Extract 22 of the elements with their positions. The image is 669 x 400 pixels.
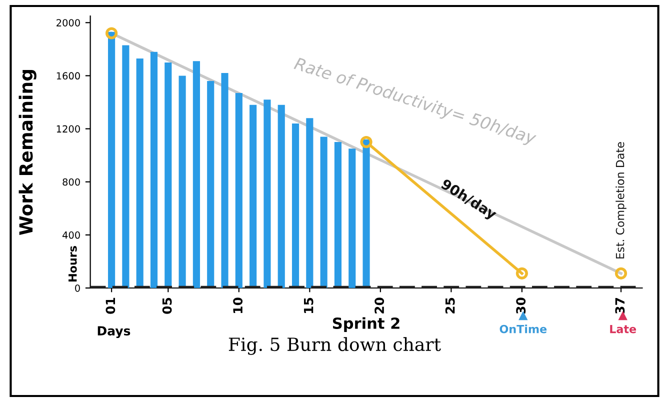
x-tick-label: 05 — [162, 298, 172, 314]
y-tick-label: 400 — [62, 231, 80, 239]
x-tick-label: 20 — [374, 298, 384, 314]
x-tick-label: 37 — [615, 298, 625, 314]
y-tick-label: 800 — [62, 178, 80, 186]
annotation: Est. Completion Date — [616, 142, 626, 258]
caption: Fig. 5 Burn down chart — [228, 337, 441, 355]
x-axis-title: Sprint 2 — [332, 317, 400, 332]
y-tick-label: 0 — [75, 284, 80, 292]
text: Late — [610, 324, 636, 334]
x-tick-label: 25 — [445, 298, 455, 314]
x-tick-label: 30 — [516, 298, 526, 314]
y-axis-title: Work Remaining — [18, 70, 36, 235]
y-tick-label: 1600 — [56, 72, 80, 80]
x-tick-label: 15 — [304, 298, 314, 314]
text: OnTime — [500, 324, 547, 334]
x-tick-label: 01 — [106, 298, 116, 314]
y-tick-label: 1200 — [56, 125, 80, 133]
y-tick-label: 2000 — [56, 19, 80, 26]
text: Days — [98, 326, 130, 338]
text: Hours — [68, 246, 77, 282]
x-tick-label: 10 — [233, 298, 243, 314]
